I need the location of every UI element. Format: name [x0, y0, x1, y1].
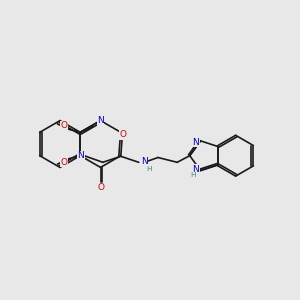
Text: O: O [97, 183, 104, 192]
Text: O: O [61, 121, 68, 130]
Text: N: N [193, 165, 199, 174]
Text: H: H [146, 166, 152, 172]
Text: N: N [141, 157, 148, 166]
Text: H: H [190, 172, 196, 178]
Text: N: N [97, 116, 104, 125]
Text: O: O [61, 158, 68, 167]
Text: N: N [77, 151, 84, 160]
Text: N: N [193, 138, 199, 147]
Text: O: O [119, 130, 126, 139]
